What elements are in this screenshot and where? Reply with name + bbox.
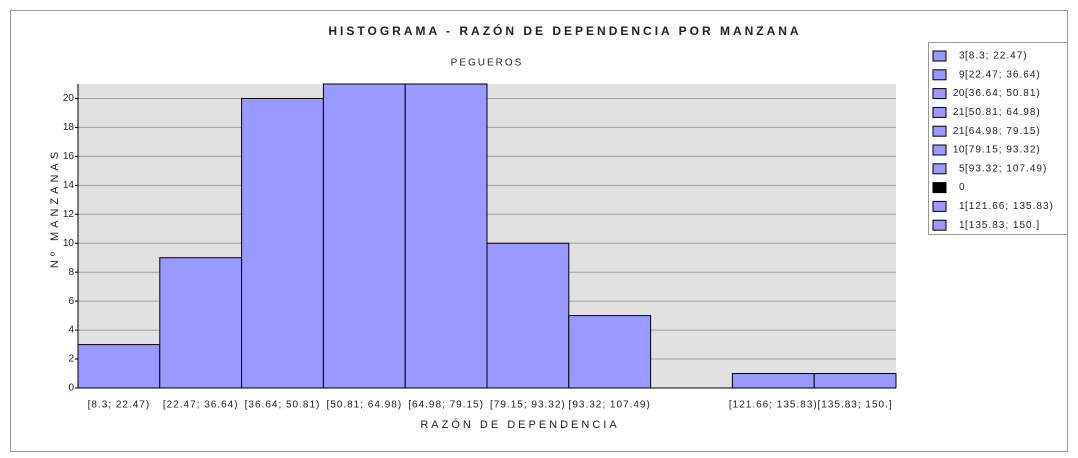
legend-value: 21 — [953, 107, 965, 118]
x-tick-label: [135.83; 150.] — [818, 400, 893, 411]
legend-swatch — [932, 69, 947, 81]
y-tick-label: 6 — [68, 296, 74, 307]
legend-swatch — [932, 88, 947, 100]
y-tick-label: 12 — [63, 209, 75, 220]
y-tick-label: 20 — [63, 93, 75, 104]
y-tick-label: 8 — [68, 267, 74, 278]
bar — [486, 242, 570, 389]
legend-value: 20 — [953, 88, 965, 99]
bar — [159, 257, 243, 389]
bar — [731, 373, 815, 389]
bar — [404, 83, 488, 389]
y-tick-label: 4 — [68, 325, 74, 336]
x-tick-label: [36.64; 50.81) — [245, 400, 321, 411]
x-tick-label: [93.32; 107.49) — [569, 400, 651, 411]
x-tick-label: [79.15; 93.32) — [490, 400, 566, 411]
x-tick-label: [22.47; 36.64) — [163, 400, 239, 411]
legend-value: 5 — [959, 163, 965, 174]
bar — [241, 97, 324, 389]
legend-swatch — [932, 125, 947, 137]
legend-swatch — [932, 106, 947, 118]
legend-swatch — [932, 200, 947, 212]
legend-value: 1 — [959, 201, 965, 212]
legend-label: [121.66; 135.83) — [965, 201, 1054, 212]
legend-value: 9 — [959, 69, 965, 80]
y-tick-label: 14 — [63, 180, 75, 191]
bar — [322, 83, 406, 389]
legend-label: [8.3; 22.47) — [965, 51, 1028, 62]
legend-label: [135.83; 150.] — [965, 220, 1040, 231]
legend-value: 21 — [953, 126, 965, 137]
legend-label: [36.64; 50.81) — [965, 88, 1041, 99]
y-tick-label: 18 — [63, 122, 75, 133]
bar — [813, 373, 897, 389]
x-axis-label: RAZÓN DE DEPENDENCIA — [420, 418, 619, 431]
bar — [77, 344, 161, 389]
legend-value: 1 — [959, 220, 965, 231]
x-tick-label: [64.98; 79.15) — [408, 400, 484, 411]
y-tick-label: 2 — [68, 354, 74, 365]
y-tick-label: 10 — [63, 238, 75, 249]
legend-label: [93.32; 107.49) — [965, 163, 1047, 174]
legend-swatch — [932, 163, 947, 175]
legend-swatch — [932, 219, 947, 231]
legend-swatch — [932, 182, 947, 194]
x-tick-label: [8.3; 22.47) — [88, 400, 151, 411]
x-tick-label: [50.81; 64.98) — [326, 400, 402, 411]
legend-value: 0 — [959, 182, 965, 193]
chart-title: HISTOGRAMA - RAZÓN DE DEPENDENCIA POR MA… — [328, 23, 801, 38]
legend-swatch — [932, 144, 947, 156]
legend-value: 3 — [959, 51, 965, 62]
legend-label: [79.15; 93.32) — [965, 145, 1041, 156]
legend-label: [22.47; 36.64) — [965, 69, 1041, 80]
legend-swatch — [932, 50, 947, 62]
legend-value: 10 — [953, 145, 965, 156]
y-tick-label: 0 — [68, 383, 74, 394]
legend — [928, 42, 1068, 235]
bar — [568, 315, 652, 389]
y-axis-label: Nº MANZANAS — [49, 148, 61, 268]
legend-label: [50.81; 64.98) — [965, 107, 1041, 118]
y-tick-label: 16 — [63, 151, 75, 162]
x-tick-label: [121.66; 135.83) — [729, 400, 818, 411]
subtitle: PEGUEROS — [451, 58, 524, 69]
legend-label: [64.98; 79.15) — [965, 126, 1041, 137]
